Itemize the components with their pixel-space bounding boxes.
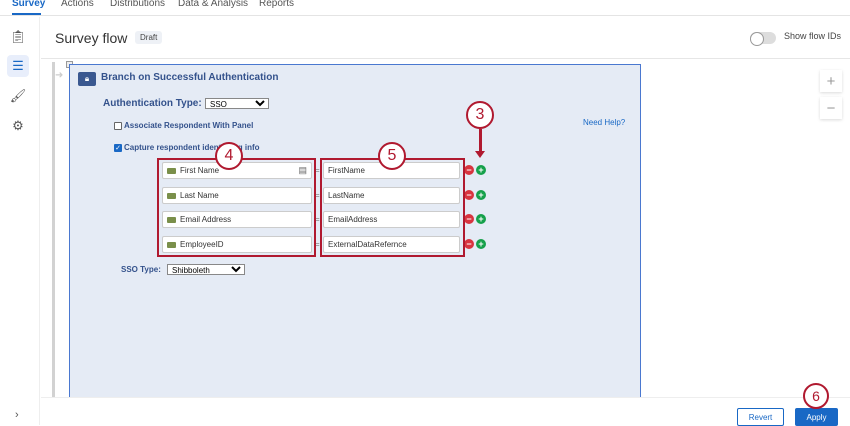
sidebar: 📋︎ ☰ 🖌︎ ⚙︎ › — [0, 17, 40, 425]
attribute-input[interactable]: LastName — [323, 187, 460, 204]
field-icon — [167, 241, 176, 248]
callout-4: 4 — [215, 142, 243, 170]
auth-type-label: Authentication Type: — [103, 98, 202, 109]
page-header: Survey flow Draft Show flow IDs — [41, 17, 850, 59]
equals-sign: = — [315, 215, 320, 224]
add-row-button[interactable]: + — [476, 214, 486, 224]
field-label: First Name — [180, 166, 220, 175]
equals-sign: = — [315, 240, 320, 249]
callout-box-attributes — [320, 158, 465, 257]
revert-button[interactable]: Revert — [737, 408, 784, 426]
tab-survey[interactable]: Survey — [12, 0, 46, 9]
survey-options-icon[interactable]: ⚙︎ — [12, 118, 24, 133]
survey-flow-icon[interactable]: ☰ — [7, 55, 29, 77]
callout-3-arrow — [479, 129, 482, 153]
tab-distributions[interactable]: Distributions — [110, 0, 166, 9]
field-label: Last Name — [180, 191, 219, 200]
callout-box-fields — [157, 158, 316, 257]
add-row-button[interactable]: + — [476, 239, 486, 249]
remove-row-button[interactable]: − — [464, 165, 474, 175]
tab-actions[interactable]: Actions — [61, 0, 94, 9]
callout-3: 3 — [466, 101, 494, 129]
show-flow-ids-label: Show flow IDs — [784, 31, 842, 41]
remove-row-button[interactable]: − — [464, 214, 474, 224]
equals-sign: = — [315, 191, 320, 200]
field-icon — [167, 216, 176, 223]
status-badge: Draft — [135, 31, 163, 44]
contact-card-icon[interactable]: ▤ — [298, 165, 307, 175]
field-label: Email Address — [180, 215, 232, 224]
field-employee-id[interactable]: EmployeeID — [162, 236, 312, 253]
field-last-name[interactable]: Last Name — [162, 187, 312, 204]
field-icon — [167, 167, 176, 174]
capture-info-label: Capture respondent identifying info — [124, 143, 260, 152]
attribute-input[interactable]: EmailAddress — [323, 211, 460, 228]
callout-6: 6 — [803, 383, 829, 409]
panel-title: Branch on Successful Authentication — [101, 72, 279, 83]
tab-data-analysis[interactable]: Data & Analysis — [178, 0, 249, 9]
lock-icon: 🔒︎ — [78, 72, 96, 86]
flow-arrow-icon: ➜ — [55, 70, 64, 81]
need-help-link[interactable]: Need Help? — [583, 118, 626, 127]
survey-clipboard-icon[interactable]: 📋︎ — [9, 29, 27, 44]
callout-3-arrowhead — [475, 151, 485, 158]
sso-type-select[interactable]: Shibboleth — [167, 264, 245, 275]
callout-5: 5 — [378, 142, 406, 170]
show-flow-ids-toggle[interactable] — [750, 32, 776, 46]
expand-sidebar-icon[interactable]: › — [15, 409, 19, 421]
top-nav: Survey Actions Distributions Data & Anal… — [0, 0, 850, 16]
active-tab-underline — [12, 13, 41, 15]
associate-panel-label: Associate Respondent With Panel — [124, 121, 254, 130]
page-title: Survey flow — [55, 30, 128, 46]
tab-reports[interactable]: Reports — [259, 0, 295, 9]
zoom-out-button[interactable]: − — [820, 97, 842, 119]
field-icon — [167, 192, 176, 199]
field-email[interactable]: Email Address — [162, 211, 312, 228]
auth-type-select[interactable]: SSO — [205, 98, 269, 109]
flow-line — [52, 62, 55, 397]
remove-row-button[interactable]: − — [464, 190, 474, 200]
footer: Revert Apply — [41, 397, 850, 426]
zoom-in-button[interactable]: + — [820, 70, 842, 92]
associate-panel-checkbox[interactable] — [114, 122, 122, 130]
field-label: EmployeeID — [180, 240, 224, 249]
equals-sign: = — [315, 166, 320, 175]
look-and-feel-roller-icon[interactable]: 🖌︎ — [9, 88, 27, 103]
add-row-button[interactable]: + — [476, 165, 486, 175]
attribute-input[interactable]: ExternalDataRefernce — [323, 236, 460, 253]
add-row-button[interactable]: + — [476, 190, 486, 200]
sso-type-label: SSO Type: — [121, 265, 161, 274]
capture-info-checkbox[interactable]: ✓ — [114, 144, 122, 152]
apply-button[interactable]: Apply — [795, 408, 838, 426]
remove-row-button[interactable]: − — [464, 239, 474, 249]
authenticator-panel: 🔒︎ Branch on Successful Authentication A… — [69, 64, 641, 399]
